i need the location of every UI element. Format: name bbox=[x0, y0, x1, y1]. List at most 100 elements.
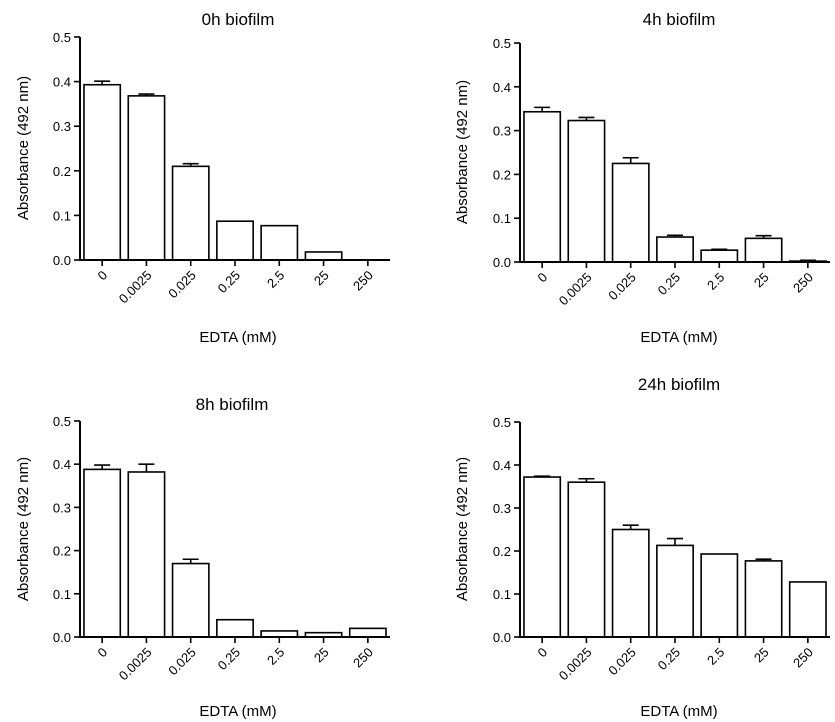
y-axis-label: Absorbance (492 nm) bbox=[454, 457, 471, 601]
bar-250 bbox=[348, 627, 387, 638]
bar-2.5 bbox=[700, 249, 739, 263]
error-bar-0.025 bbox=[182, 558, 199, 564]
bar-0.25 bbox=[656, 544, 694, 638]
panel-8h-biofilm: 8h biofilm Absorbance (492 nm) EDTA (mM)… bbox=[15, 395, 390, 720]
bar-0.25 bbox=[656, 236, 694, 263]
error-bar-0.025 bbox=[622, 156, 639, 164]
error-bar-0.0025 bbox=[578, 477, 595, 483]
error-bar-2.5 bbox=[711, 248, 728, 251]
y-tick-label: 0.1 bbox=[493, 587, 511, 602]
y-tick-label: 0.4 bbox=[493, 458, 511, 473]
x-tick-label: 0.025 bbox=[605, 645, 639, 679]
x-tick-label: 25 bbox=[751, 270, 772, 291]
bar-0 bbox=[83, 83, 122, 261]
x-tick-label: 0 bbox=[95, 268, 111, 284]
y-tick-label: 0.0 bbox=[53, 253, 71, 268]
x-tick-label: 0.0025 bbox=[556, 645, 595, 684]
x-tick-label: 0.25 bbox=[215, 268, 244, 297]
x-tick-label: 2.5 bbox=[264, 645, 287, 668]
x-tick-label: 25 bbox=[311, 645, 332, 666]
bar-0.0025 bbox=[127, 471, 166, 638]
y-tick-label: 0.1 bbox=[53, 208, 71, 223]
y-tick-label: 0.5 bbox=[493, 415, 511, 430]
y-tick-label: 0.2 bbox=[493, 544, 511, 559]
x-tick-label: 250 bbox=[350, 645, 376, 671]
x-tick-label: 25 bbox=[311, 268, 332, 289]
bar-25 bbox=[744, 237, 783, 263]
x-tick-label: 0 bbox=[535, 645, 551, 661]
bar-25 bbox=[304, 251, 343, 261]
bar-0.025 bbox=[171, 562, 210, 638]
y-tick-label: 0.4 bbox=[53, 75, 71, 90]
bar-0 bbox=[523, 476, 562, 638]
error-bar-250 bbox=[799, 259, 816, 262]
y-axis-label: Absorbance (492 nm) bbox=[15, 457, 32, 601]
y-tick-label: 0.3 bbox=[493, 124, 511, 139]
bar-0 bbox=[523, 110, 562, 263]
y-tick-label: 0.4 bbox=[53, 457, 71, 472]
panel-title: 24h biofilm bbox=[638, 375, 720, 394]
x-tick-label: 250 bbox=[350, 268, 376, 294]
bar-2.5 bbox=[260, 224, 299, 261]
error-bar-0.0025 bbox=[138, 463, 155, 472]
x-tick-label: 0.025 bbox=[165, 268, 199, 302]
error-bar-0 bbox=[94, 80, 111, 85]
bar-0.0025 bbox=[567, 119, 606, 263]
plot-area: 0.0 0.1 0.2 0.3 0.4 0.5 0 0.0025 0.025 0.25 2.5 25 2… bbox=[493, 415, 830, 683]
error-bar-0.25 bbox=[667, 537, 683, 546]
bar-0.25 bbox=[216, 220, 254, 261]
y-tick-label: 0.0 bbox=[493, 630, 511, 645]
x-tick-label: 0.25 bbox=[655, 270, 684, 299]
y-tick-label: 0.5 bbox=[53, 30, 71, 45]
bar-0.25 bbox=[216, 618, 254, 638]
y-tick-label: 0.2 bbox=[493, 167, 511, 182]
x-tick-label: 0.25 bbox=[655, 645, 684, 674]
error-bar-0.0025 bbox=[578, 116, 595, 121]
x-axis-label: EDTA (mM) bbox=[640, 703, 717, 720]
y-tick-label: 0.5 bbox=[53, 414, 71, 429]
y-tick-label: 0.0 bbox=[493, 255, 511, 270]
bar-25 bbox=[744, 560, 783, 638]
bar-0.025 bbox=[171, 165, 210, 261]
panel-4h-biofilm: 4h biofilm Absorbance (492 nm) EDTA (mM)… bbox=[454, 10, 830, 346]
x-tick-label: 250 bbox=[790, 270, 816, 296]
axes bbox=[519, 43, 830, 263]
y-tick-label: 0.0 bbox=[53, 630, 71, 645]
error-bar-0.025 bbox=[182, 162, 199, 167]
x-tick-label: 0.0025 bbox=[116, 645, 155, 684]
x-tick-label: 2.5 bbox=[704, 645, 727, 668]
y-tick-label: 0.3 bbox=[493, 501, 511, 516]
x-tick-label: 0.0025 bbox=[116, 268, 155, 307]
plot-area: 0.0 0.1 0.2 0.3 0.4 0.5 0 0.0025 0.025 0.25 2.5 25 2… bbox=[53, 414, 390, 683]
bar-0.025 bbox=[611, 162, 650, 263]
bar-2.5 bbox=[700, 553, 739, 638]
error-bar-25 bbox=[755, 234, 772, 239]
y-tick-label: 0.4 bbox=[493, 80, 511, 95]
x-tick-label: 250 bbox=[790, 645, 816, 671]
y-tick-label: 0.2 bbox=[53, 164, 71, 179]
x-axis-label: EDTA (mM) bbox=[640, 329, 717, 346]
error-bar-0.25 bbox=[667, 234, 683, 238]
y-axis-label: Absorbance (492 nm) bbox=[454, 80, 471, 224]
panel-0h-biofilm: 0h biofilm Absorbance (492 nm) EDTA (mM)… bbox=[15, 10, 390, 346]
x-tick-label: 0.025 bbox=[165, 645, 199, 679]
y-tick-label: 0.3 bbox=[53, 500, 71, 515]
x-tick-label: 0 bbox=[535, 270, 551, 286]
bar-250 bbox=[788, 581, 827, 638]
x-tick-label: 0.0025 bbox=[556, 270, 595, 309]
panel-title: 0h biofilm bbox=[202, 10, 275, 29]
y-tick-label: 0.2 bbox=[53, 544, 71, 559]
plot-area: 0.0 0.1 0.2 0.3 0.4 0.5 0 0.0025 0.025 0.25 2.5 25 2… bbox=[53, 30, 390, 306]
error-bar-0.0025 bbox=[138, 93, 155, 96]
bar-0 bbox=[83, 468, 122, 638]
x-axis-label: EDTA (mM) bbox=[199, 329, 276, 346]
x-tick-label: 0.025 bbox=[605, 270, 639, 304]
error-bar-0.025 bbox=[622, 524, 639, 530]
bar-0.0025 bbox=[567, 481, 606, 638]
axes bbox=[79, 421, 390, 638]
error-bar-25 bbox=[755, 558, 772, 561]
panel-title: 4h biofilm bbox=[643, 10, 716, 29]
error-bar-0 bbox=[94, 464, 111, 470]
bar-0.0025 bbox=[127, 95, 166, 261]
